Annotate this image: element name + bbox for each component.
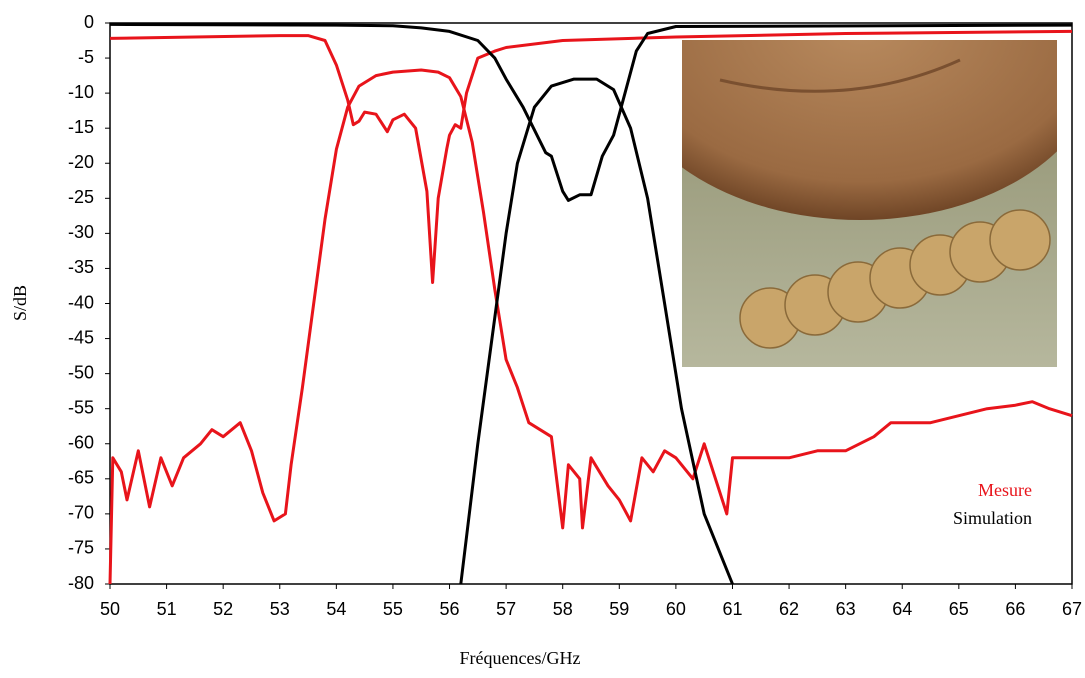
x-tick-label: 59 bbox=[609, 599, 629, 619]
y-tick-label: -25 bbox=[68, 187, 94, 207]
x-axis-label: Fréquences/GHz bbox=[460, 648, 581, 668]
data-line bbox=[109, 22, 1073, 202]
data-line bbox=[108, 68, 1073, 585]
y-tick-label: -40 bbox=[68, 292, 94, 312]
x-tick-label: 66 bbox=[1005, 599, 1025, 619]
x-tick-label: 55 bbox=[383, 599, 403, 619]
y-tick-label: -20 bbox=[68, 152, 94, 172]
y-tick-label: -10 bbox=[68, 82, 94, 102]
y-tick-label: 0 bbox=[84, 12, 94, 32]
x-tick-label: 52 bbox=[213, 599, 233, 619]
legend-label: Simulation bbox=[953, 508, 1032, 528]
x-tick-label: 64 bbox=[892, 599, 912, 619]
x-tick-label: 56 bbox=[440, 599, 460, 619]
x-tick-label: 57 bbox=[496, 599, 516, 619]
y-axis-label: S/dB bbox=[10, 285, 30, 321]
x-tick-label: 62 bbox=[779, 599, 799, 619]
y-tick-label: -75 bbox=[68, 538, 94, 558]
x-tick-label: 54 bbox=[326, 599, 346, 619]
x-tick-label: 61 bbox=[722, 599, 742, 619]
x-tick-label: 65 bbox=[949, 599, 969, 619]
y-tick-label: -15 bbox=[68, 117, 94, 137]
x-tick-label: 53 bbox=[270, 599, 290, 619]
x-tick-label: 50 bbox=[100, 599, 120, 619]
y-tick-label: -50 bbox=[68, 362, 94, 382]
y-tick-label: -65 bbox=[68, 468, 94, 488]
y-tick-label: -70 bbox=[68, 503, 94, 523]
x-tick-label: 63 bbox=[836, 599, 856, 619]
y-tick-label: -30 bbox=[68, 222, 94, 242]
legend-label: Mesure bbox=[978, 480, 1032, 500]
data-line bbox=[459, 77, 734, 585]
data-line bbox=[109, 29, 1073, 284]
y-tick-label: -55 bbox=[68, 397, 94, 417]
x-tick-label: 60 bbox=[666, 599, 686, 619]
y-tick-label: -35 bbox=[68, 257, 94, 277]
y-tick-label: -5 bbox=[78, 47, 94, 67]
inset-photo bbox=[682, 40, 1057, 367]
x-tick-label: 67 bbox=[1062, 599, 1082, 619]
x-tick-label: 58 bbox=[553, 599, 573, 619]
y-tick-label: -80 bbox=[68, 573, 94, 593]
y-tick-label: -45 bbox=[68, 327, 94, 347]
y-tick-label: -60 bbox=[68, 433, 94, 453]
x-tick-label: 51 bbox=[157, 599, 177, 619]
